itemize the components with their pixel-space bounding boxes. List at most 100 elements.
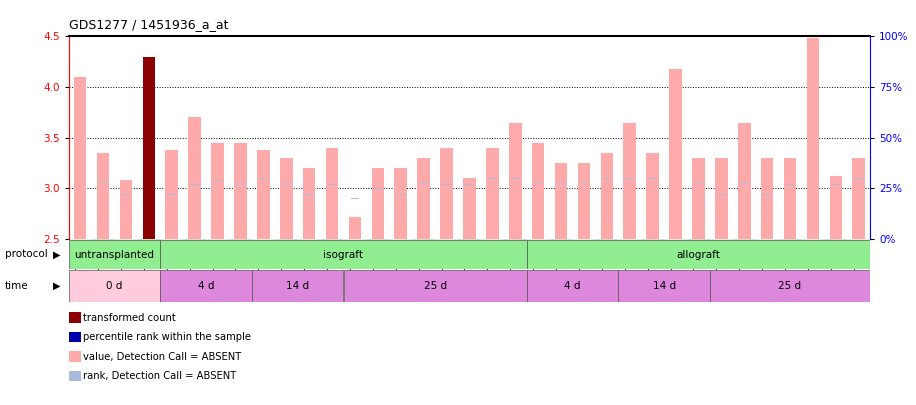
- Bar: [710, 239, 733, 241]
- Bar: [418, 158, 430, 239]
- Bar: [595, 239, 618, 241]
- Bar: [532, 143, 544, 239]
- Bar: [389, 239, 412, 241]
- Bar: [395, 168, 407, 239]
- Bar: [303, 168, 315, 239]
- Bar: [397, 194, 405, 195]
- Bar: [855, 178, 863, 179]
- Bar: [168, 194, 176, 195]
- Bar: [420, 182, 428, 183]
- Bar: [351, 198, 359, 199]
- Bar: [298, 239, 321, 241]
- Bar: [527, 270, 618, 302]
- Bar: [824, 239, 847, 241]
- Bar: [761, 158, 773, 239]
- Text: allograft: allograft: [677, 250, 720, 260]
- Text: rank, Detection Call = ABSENT: rank, Detection Call = ABSENT: [83, 371, 236, 381]
- Bar: [578, 163, 590, 239]
- Bar: [807, 38, 819, 239]
- Bar: [69, 240, 160, 269]
- Bar: [441, 148, 453, 239]
- Bar: [206, 239, 229, 241]
- Bar: [349, 217, 361, 239]
- Bar: [213, 180, 222, 181]
- Bar: [853, 158, 865, 239]
- Bar: [212, 143, 224, 239]
- Text: protocol: protocol: [5, 249, 48, 259]
- Bar: [692, 158, 704, 239]
- Bar: [69, 239, 92, 241]
- Text: isograft: isograft: [323, 250, 364, 260]
- Bar: [618, 239, 641, 241]
- Bar: [649, 178, 657, 179]
- Bar: [486, 148, 498, 239]
- Bar: [189, 117, 201, 239]
- Bar: [145, 172, 153, 173]
- Bar: [326, 148, 338, 239]
- Bar: [710, 270, 870, 302]
- Text: 4 d: 4 d: [198, 281, 214, 291]
- Bar: [624, 123, 636, 239]
- Bar: [344, 239, 366, 241]
- Bar: [603, 178, 611, 179]
- Bar: [160, 239, 183, 241]
- Bar: [372, 168, 384, 239]
- Bar: [122, 194, 130, 195]
- Bar: [137, 239, 160, 241]
- Bar: [305, 194, 313, 195]
- Bar: [802, 239, 824, 241]
- Bar: [282, 182, 290, 183]
- Text: percentile rank within the sample: percentile rank within the sample: [83, 333, 251, 342]
- Bar: [465, 184, 474, 185]
- Bar: [847, 239, 870, 241]
- Text: 4 d: 4 d: [564, 281, 581, 291]
- Text: transformed count: transformed count: [83, 313, 176, 323]
- Bar: [555, 163, 567, 239]
- Bar: [481, 239, 504, 241]
- Bar: [280, 158, 292, 239]
- Bar: [236, 182, 245, 183]
- Bar: [511, 178, 519, 179]
- Bar: [527, 240, 870, 269]
- Bar: [234, 143, 246, 239]
- Bar: [328, 184, 336, 185]
- Bar: [366, 239, 389, 241]
- Bar: [97, 153, 109, 239]
- Bar: [183, 239, 206, 241]
- Bar: [374, 188, 382, 189]
- Bar: [344, 270, 527, 302]
- Text: ▶: ▶: [53, 249, 60, 259]
- Text: GDS1277 / 1451936_a_at: GDS1277 / 1451936_a_at: [69, 18, 228, 31]
- Bar: [259, 178, 267, 179]
- Bar: [647, 153, 659, 239]
- Bar: [275, 239, 298, 241]
- Bar: [504, 239, 527, 241]
- Bar: [670, 69, 682, 239]
- Bar: [740, 182, 748, 183]
- Bar: [252, 270, 344, 302]
- Bar: [641, 239, 664, 241]
- Bar: [143, 57, 155, 239]
- Bar: [557, 182, 565, 183]
- Bar: [229, 239, 252, 241]
- Bar: [733, 239, 756, 241]
- Bar: [442, 184, 451, 185]
- Bar: [756, 239, 779, 241]
- Bar: [463, 178, 475, 239]
- Bar: [252, 239, 275, 241]
- Bar: [509, 123, 521, 239]
- Bar: [779, 239, 802, 241]
- Text: time: time: [5, 281, 28, 290]
- Bar: [626, 178, 634, 179]
- Bar: [527, 239, 550, 241]
- Bar: [763, 194, 771, 195]
- Bar: [694, 182, 703, 183]
- Bar: [786, 184, 794, 185]
- Bar: [572, 239, 595, 241]
- Bar: [435, 239, 458, 241]
- Text: 25 d: 25 d: [423, 281, 447, 291]
- Bar: [99, 182, 107, 183]
- Bar: [601, 153, 613, 239]
- Text: value, Detection Call = ABSENT: value, Detection Call = ABSENT: [83, 352, 242, 362]
- Bar: [160, 240, 527, 269]
